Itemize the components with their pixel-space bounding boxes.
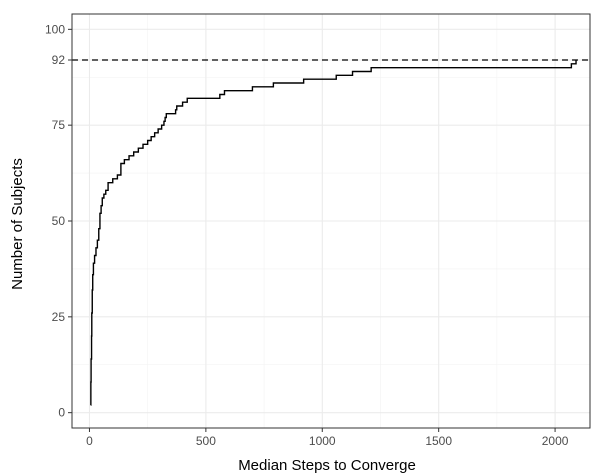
grid-layer: [72, 14, 590, 428]
axis-ticks-layer: 0 500 1000 1500 2000 0 25 50 75 92 100: [45, 22, 569, 448]
y-tick-label: 75: [52, 118, 66, 132]
x-tick-label: 500: [196, 434, 216, 448]
series-layer: [90, 60, 577, 406]
y-axis-title: Number of Subjects: [9, 158, 26, 290]
x-tick-label: 1500: [425, 434, 452, 448]
series-line: [90, 60, 577, 406]
x-tick-label: 2000: [542, 434, 569, 448]
x-tick-label: 1000: [309, 434, 336, 448]
y-tick-label: 0: [58, 406, 65, 420]
y-tick-label: 92: [52, 53, 66, 67]
x-axis-title: Median Steps to Converge: [238, 457, 416, 474]
y-tick-label: 100: [45, 22, 65, 36]
x-tick-label: 0: [86, 434, 93, 448]
y-tick-label: 25: [52, 310, 66, 324]
y-tick-label: 50: [52, 214, 66, 228]
